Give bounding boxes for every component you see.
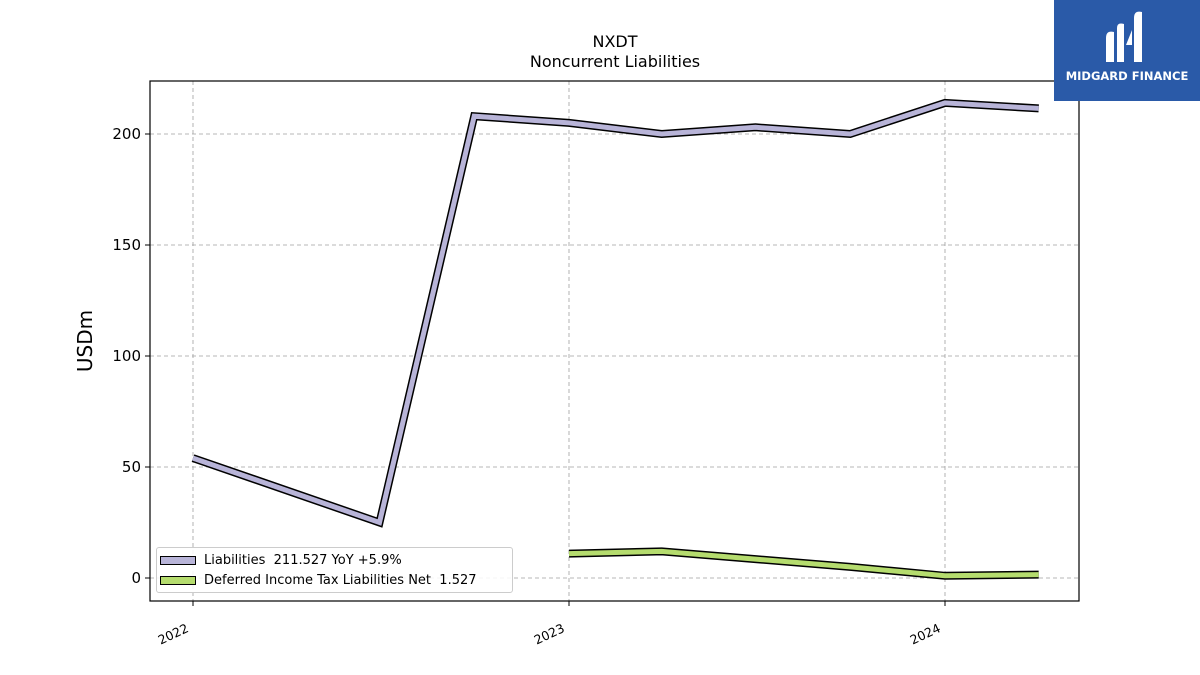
legend-label-liabilities: Liabilities 211.527 YoY +5.9% [204, 552, 402, 568]
y-tick-label: 200 [112, 125, 141, 143]
legend-swatch-liabilities [160, 555, 196, 565]
series-line-1 [568, 548, 1039, 579]
legend-label-deferred-tax: Deferred Income Tax Liabilities Net 1.52… [204, 572, 477, 588]
x-tick-label: 2024 [908, 620, 943, 647]
x-tick-label: 2023 [532, 620, 567, 647]
series-layer [191, 98, 1039, 580]
plot-frame [149, 80, 1080, 602]
legend-item-deferred-tax: Deferred Income Tax Liabilities Net 1.52… [157, 570, 477, 590]
brand-logo: MIDGARD FINANCE [1054, 0, 1200, 101]
series-outline-0 [191, 98, 1039, 528]
legend-item-liabilities: Liabilities 211.527 YoY +5.9% [157, 550, 402, 570]
grid-lines [150, 81, 1079, 601]
logo-text: MIDGARD FINANCE [1065, 69, 1189, 83]
y-tick-label: 150 [112, 236, 141, 254]
legend: Liabilities 211.527 YoY +5.9% Deferred I… [156, 547, 513, 593]
y-tick-label: 100 [112, 347, 141, 365]
y-axis-label: USDm [73, 310, 97, 372]
legend-swatch-deferred-tax [160, 575, 196, 585]
y-tick-label: 50 [122, 458, 141, 476]
logo-mark-icon [1106, 11, 1142, 63]
y-tick-label: 0 [131, 569, 141, 587]
chart-title: NXDT [592, 32, 638, 51]
series-line-0 [192, 100, 1039, 526]
x-tick-label: 2022 [156, 620, 191, 647]
chart-subtitle: Noncurrent Liabilities [529, 52, 701, 71]
